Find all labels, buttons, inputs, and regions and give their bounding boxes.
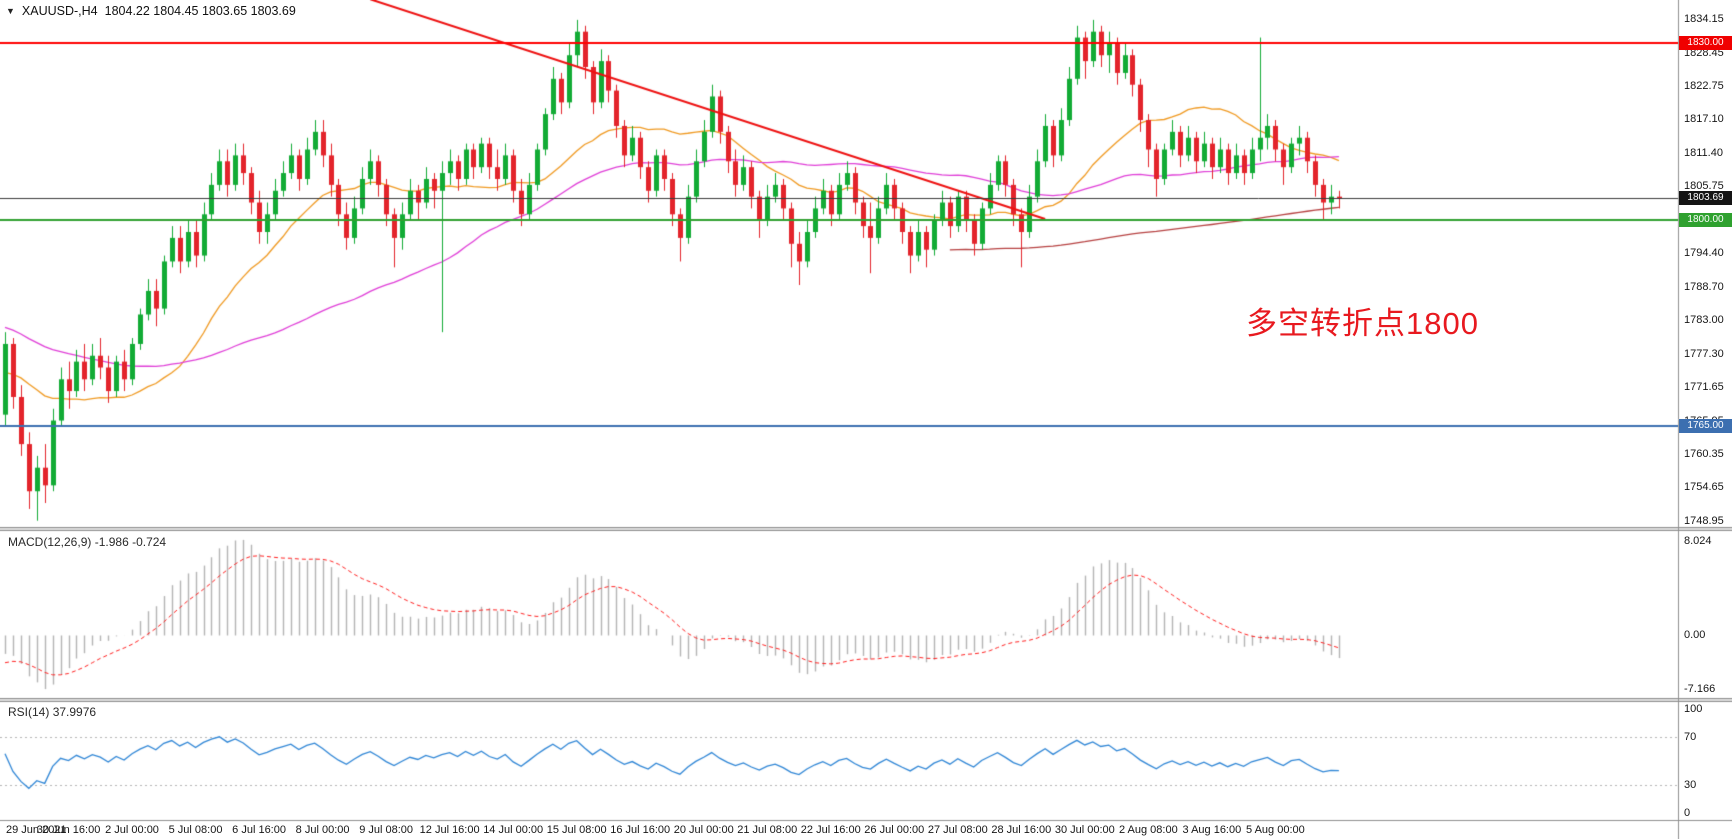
price-axis-label: 1794.40 (1684, 247, 1724, 260)
rsi-value: 37.9976 (52, 705, 97, 719)
chart-title: ▼ XAUUSD-,H4 1804.22 1804.45 1803.65 180… (6, 4, 296, 18)
symbol-timeframe-label: XAUUSD-,H4 (21, 4, 98, 18)
rsi-axis-label: 70 (1684, 731, 1697, 744)
time-axis-label: 3 Aug 16:00 (1182, 824, 1242, 836)
price-axis-label: 1834.15 (1684, 13, 1724, 25)
macd-values: -1.986 -0.724 (94, 535, 167, 549)
macd-axis-max-label: 8.024 (1684, 535, 1712, 547)
price-line-badge: 1800.00 (1679, 213, 1732, 228)
price-axis-label: 1817.10 (1684, 113, 1724, 126)
time-axis-label: 5 Aug 00:00 (1246, 824, 1305, 836)
time-axis-label: 6 Jul 16:00 (232, 824, 286, 836)
time-axis-label: 5 Jul 08:00 (168, 824, 223, 836)
price-axis-label: 1777.30 (1684, 347, 1724, 360)
price-axis-label: 1822.75 (1684, 80, 1724, 93)
time-axis-label: 30 Jul 00:00 (1054, 824, 1115, 836)
time-axis-label: 29 Jun 2021 (6, 824, 67, 836)
macd-indicator-label: MACD(12,26,9) -1.986 -0.724 (8, 535, 166, 549)
price-axis-label: 1783.00 (1684, 314, 1724, 327)
time-axis-label: 15 Jul 08:00 (546, 824, 607, 836)
price-axis-label: 1788.70 (1684, 280, 1724, 293)
time-axis-label: 20 Jul 00:00 (673, 824, 734, 836)
price-axis-label: 1760.35 (1684, 447, 1724, 460)
time-axis-label: 2 Aug 08:00 (1118, 824, 1178, 836)
time-axis-label: 30 Jun 16:00 (36, 824, 101, 836)
price-axis-label: 1811.40 (1684, 147, 1723, 160)
rsi-indicator-label: RSI(14) 37.9976 (8, 705, 96, 719)
price-axis-label: 1754.65 (1684, 481, 1724, 494)
price-line-badge: 1803.69 (1679, 191, 1732, 206)
time-axis-label: 14 Jul 00:00 (483, 824, 544, 836)
time-axis-label: 12 Jul 16:00 (419, 824, 480, 836)
price-axis-label: 1805.75 (1684, 180, 1724, 193)
time-axis-label: 21 Jul 08:00 (737, 824, 798, 836)
macd-axis-zero-label: 0.00 (1684, 629, 1706, 642)
ohlc-readout: 1804.22 1804.45 1803.65 1803.69 (104, 4, 296, 18)
macd-axis-min-label: -7.166 (1684, 683, 1716, 695)
price-line-badge: 1765.00 (1679, 419, 1732, 434)
time-axis-label: 27 Jul 08:00 (927, 824, 988, 836)
time-axis-label: 8 Jul 00:00 (295, 824, 350, 836)
rsi-name: RSI(14) (8, 705, 50, 719)
time-axis-label: 9 Jul 08:00 (359, 824, 414, 836)
time-axis-label: 16 Jul 16:00 (610, 824, 671, 836)
rsi-axis-label: 0 (1684, 807, 1691, 819)
macd-name: MACD(12,26,9) (8, 535, 92, 549)
rsi-axis-label: 30 (1684, 778, 1697, 791)
annotation-text[interactable]: 多空转折点1800 (1246, 306, 1479, 341)
time-axis-label: 2 Jul 00:00 (105, 824, 159, 836)
price-axis-label: 1771.65 (1684, 381, 1724, 394)
price-line-badge: 1830.00 (1679, 36, 1732, 51)
time-axis-label: 22 Jul 16:00 (800, 824, 861, 836)
time-axis-label: 26 Jul 00:00 (864, 824, 925, 836)
chart-menu-triangle-icon[interactable]: ▼ (6, 6, 15, 16)
price-axis-label: 1748.95 (1684, 515, 1724, 527)
rsi-axis-label: 100 (1684, 703, 1703, 715)
time-axis-label: 28 Jul 16:00 (991, 824, 1052, 836)
